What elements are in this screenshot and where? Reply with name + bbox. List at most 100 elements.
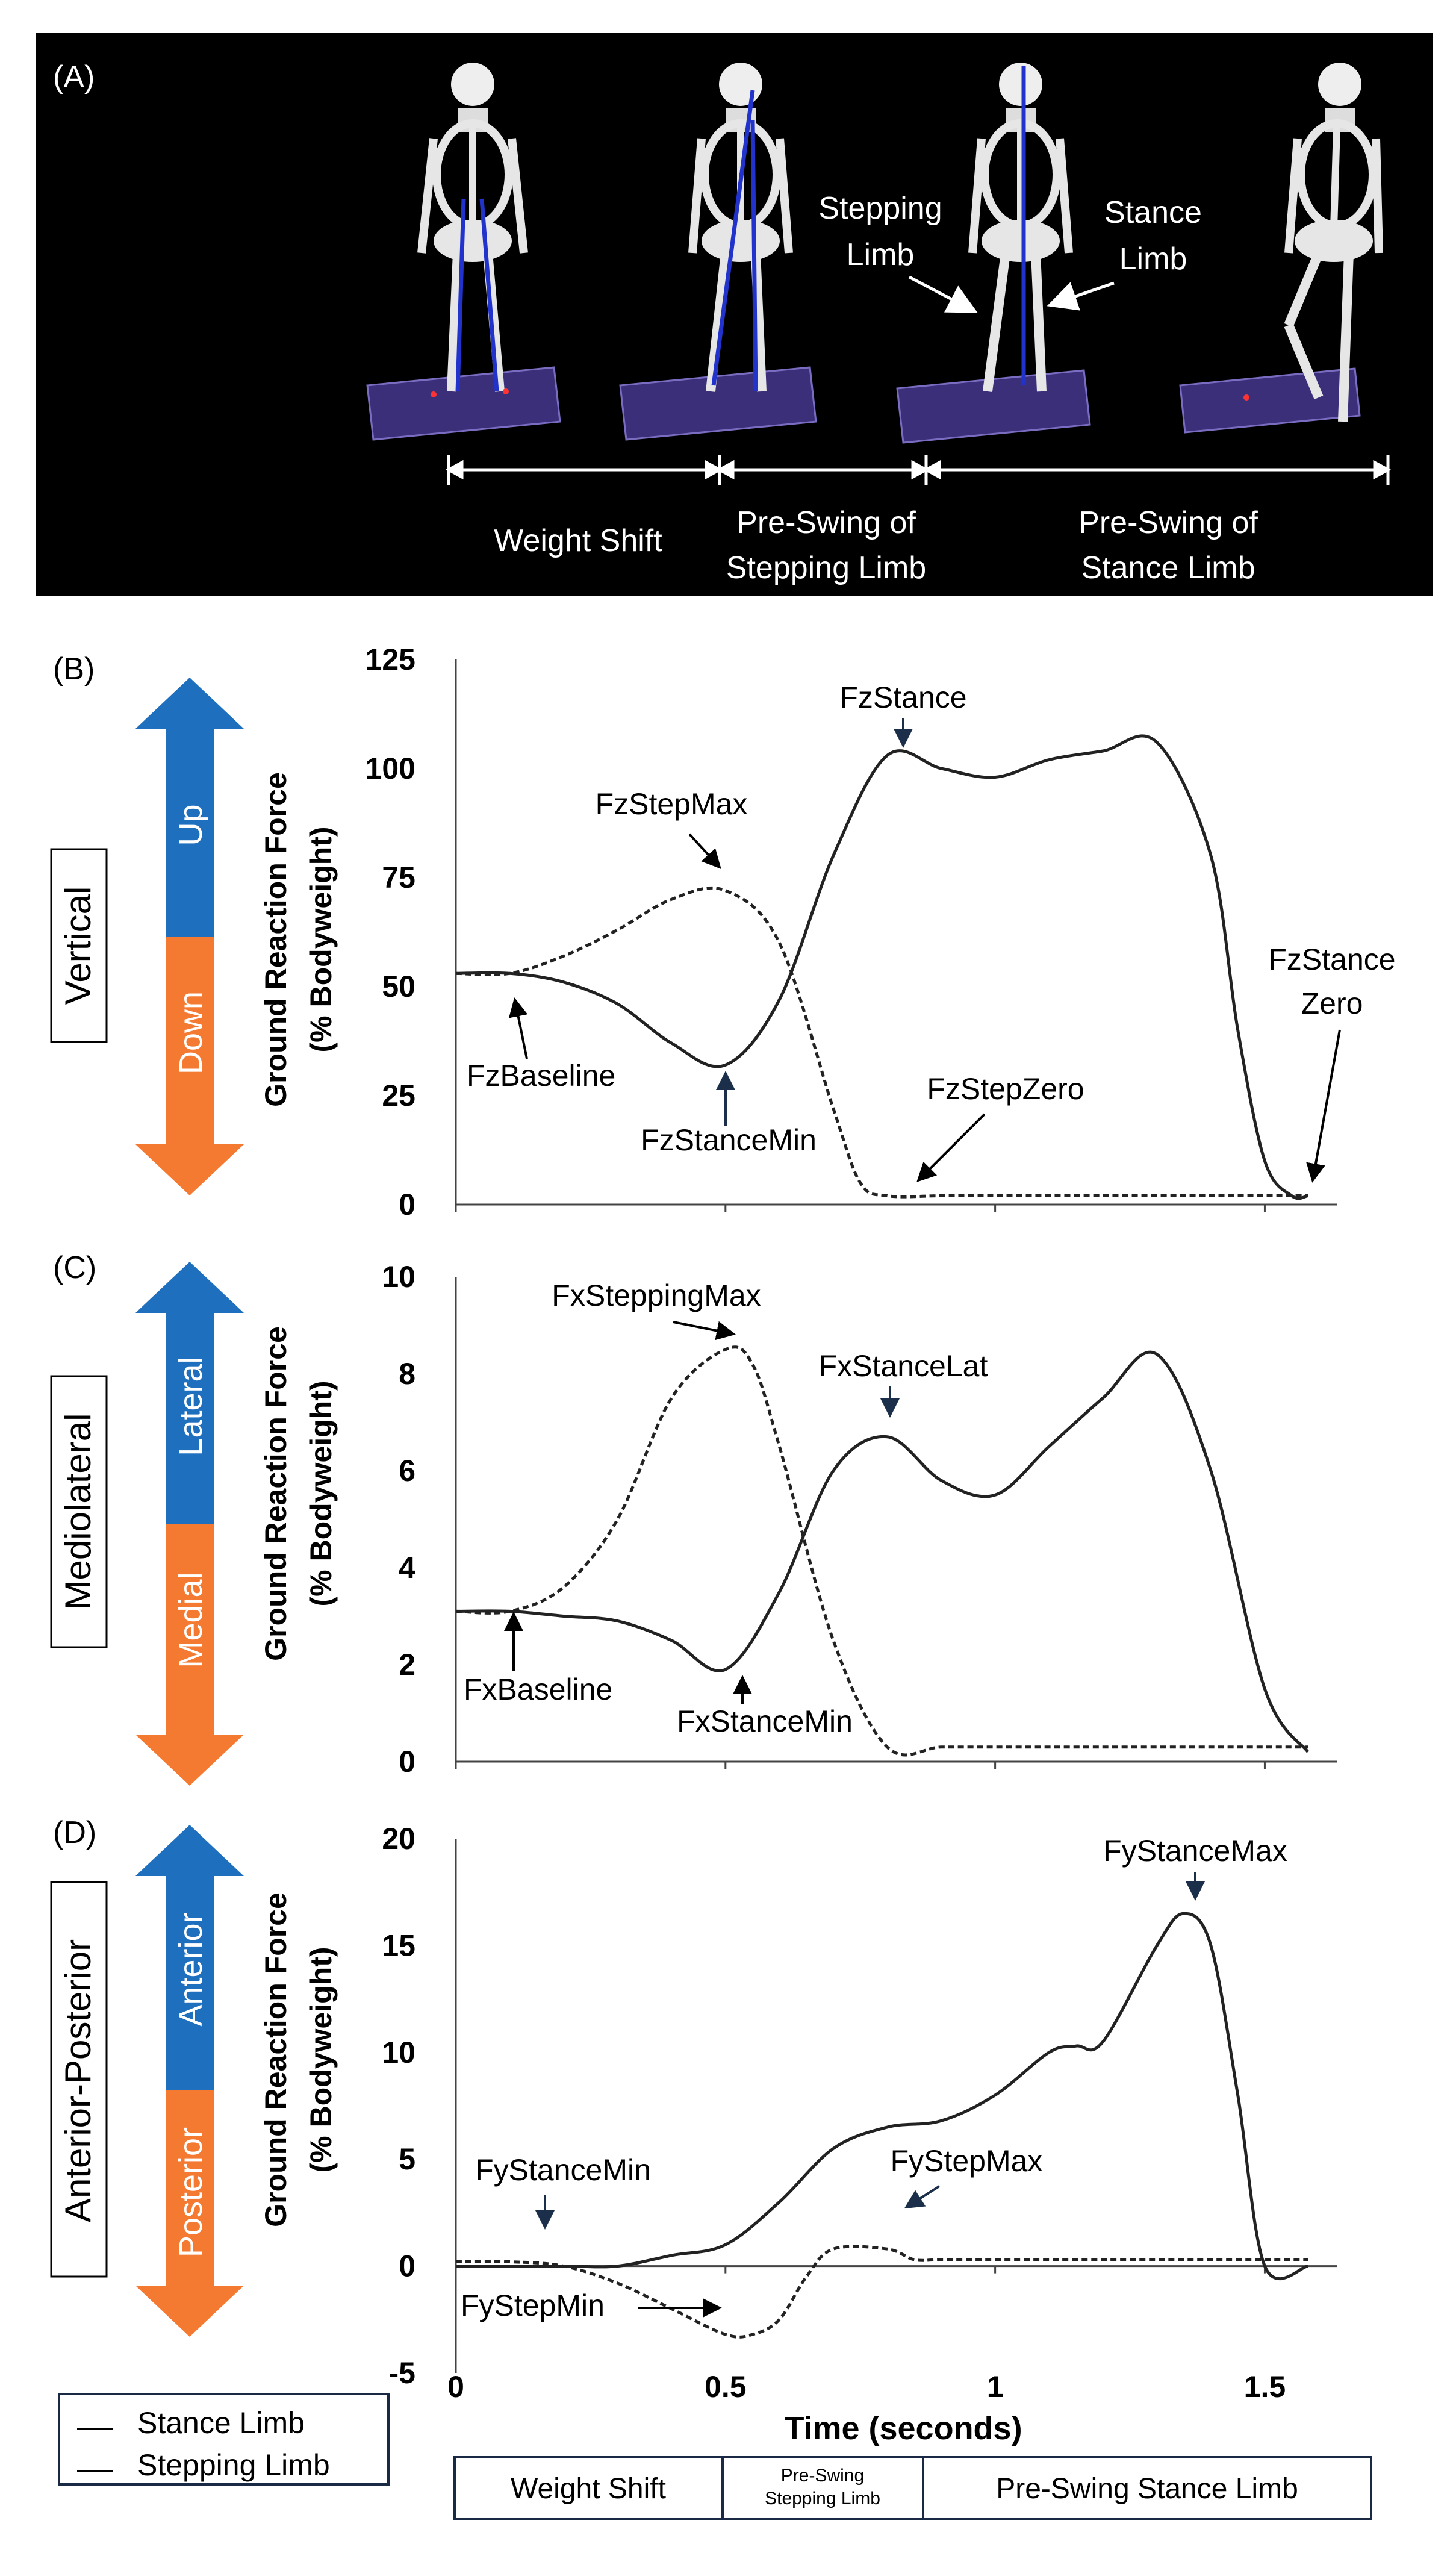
phase-pre-swing-stepping-2: Stepping Limb — [726, 550, 926, 585]
panel-b-label: (B) — [53, 652, 95, 687]
legend: Stance Limb Stepping Limb — [58, 2393, 390, 2486]
panel-d: (D) Anterior-Posterior Anterior Posterio… — [50, 1815, 1337, 2390]
annotation-fzstancezero-1: FzStance — [1268, 943, 1395, 976]
phase-bar-pre-swing-stance: Pre-Swing Stance Limb — [996, 2473, 1298, 2505]
panel-d-yticks: -5 0 5 10 15 20 — [382, 1822, 415, 2390]
annotation-fystancemax: FyStanceMax — [1103, 1834, 1287, 1868]
y-tick-label: 8 — [399, 1357, 415, 1391]
panel-c-plot — [455, 1277, 1337, 1763]
panel-b-ylabel-1: Ground Reaction Force — [259, 772, 293, 1107]
annotation-fzstance: FzStance — [839, 681, 966, 714]
y-tick-label: 50 — [382, 970, 415, 1003]
panel-a-label: (A) — [53, 60, 95, 95]
legend-box — [58, 2393, 390, 2486]
x-tick-label: 0.5 — [705, 2370, 747, 2404]
arrow-fzbaseline — [508, 997, 528, 1059]
panel-d-down-label: Posterior — [173, 2127, 209, 2257]
panel-b-up-arrow — [135, 678, 244, 937]
panel-d-ylabel-1: Ground Reaction Force — [259, 1892, 293, 2227]
callout-stepping-limb-1: Stepping — [818, 191, 942, 226]
arrow-fzstepzero — [916, 1113, 986, 1182]
y-tick-label: 5 — [399, 2142, 415, 2176]
stance-limb-line — [455, 1350, 1310, 1753]
panel-d-label: (D) — [53, 1815, 96, 1850]
panel-d-up-label: Anterior — [173, 1912, 209, 2026]
panel-c-direction-box — [50, 1375, 108, 1648]
annotation-fystepmax: FyStepMax — [891, 2144, 1043, 2178]
stepping-limb-line — [455, 2245, 1308, 2339]
panel-c-down-label: Medial — [173, 1572, 209, 1668]
panel-d-direction-box — [50, 1881, 108, 2278]
x-tick-label: 0 — [447, 2370, 464, 2404]
panel-c: (C) Mediolateral Lateral Medial Ground R… — [50, 1250, 1337, 1786]
callout-stance-limb-1: Stance — [1104, 195, 1202, 230]
y-tick-label: 0 — [399, 1188, 415, 1221]
panel-b-down-label: Down — [173, 991, 209, 1074]
phase-pre-swing-stance-2: Stance Limb — [1081, 550, 1255, 585]
panel-c-direction: Mediolateral — [58, 1414, 98, 1610]
y-tick-label: 10 — [382, 1260, 415, 1294]
y-tick-label: 125 — [366, 643, 415, 676]
annotation-fxstancelat: FxStanceLat — [819, 1349, 988, 1383]
panel-b-yticks: 0 25 50 75 100 125 — [366, 643, 415, 1221]
annotation-fzbaseline: FzBaseline — [467, 1059, 615, 1093]
panel-b-plot — [455, 659, 1337, 1206]
annotation-fystancemin: FyStanceMin — [475, 2153, 651, 2187]
phase-bar-pre-swing-1: Pre-Swing — [781, 2466, 864, 2486]
x-tick-labels: 0 0.5 1 1.5 — [447, 2370, 1286, 2404]
phase-dimension-line — [445, 455, 1392, 485]
panel-c-ylabel-1: Ground Reaction Force — [259, 1326, 293, 1661]
legend-stance-label: Stance Limb — [137, 2406, 305, 2440]
y-tick-label: 2 — [399, 1648, 415, 1682]
y-tick-label: 20 — [382, 1822, 415, 1856]
y-tick-label: -5 — [389, 2356, 415, 2390]
annotation-fzstancezero-2: Zero — [1301, 987, 1363, 1020]
skeleton-figure-3 — [896, 63, 1091, 444]
panel-b-xticks — [455, 1205, 1266, 1212]
stepping-limb-line — [455, 1345, 1308, 1757]
annotation-fxstancemin: FxStanceMin — [677, 1704, 853, 1738]
panel-d-up-arrow — [135, 1825, 244, 2090]
panel-a: (A) — [36, 33, 1433, 596]
phase-pre-swing-stance-1: Pre-Swing of — [1078, 505, 1258, 540]
panel-c-xticks — [455, 1762, 1266, 1769]
annotation-fzstancemin: FzStanceMin — [641, 1123, 817, 1157]
panel-d-direction: Anterior-Posterior — [58, 1939, 98, 2222]
skeleton-figure-2 — [619, 63, 817, 441]
panel-d-down-arrow — [135, 2090, 244, 2337]
panel-b-ylabel-2: (% Bodyweight) — [304, 827, 338, 1053]
phase-bar-weight-shift: Weight Shift — [511, 2473, 666, 2505]
y-tick-label: 6 — [399, 1454, 415, 1488]
phase-weight-shift: Weight Shift — [494, 523, 662, 558]
arrow-fystepmax — [904, 2185, 941, 2209]
legend-stepping-label: Stepping Limb — [137, 2448, 330, 2482]
phase-pre-swing-stepping-1: Pre-Swing of — [736, 505, 916, 540]
skeleton-figure-4 — [1179, 63, 1383, 434]
arrow-fzstancezero — [1306, 1029, 1341, 1183]
x-tick-label: 1.5 — [1244, 2370, 1286, 2404]
annotation-fxsteppingmax: FxSteppingMax — [552, 1279, 761, 1312]
y-tick-label: 25 — [382, 1079, 415, 1112]
panel-c-up-arrow — [135, 1262, 244, 1524]
y-tick-label: 75 — [382, 861, 415, 894]
y-tick-label: 15 — [382, 1928, 415, 1962]
annotation-fzstepzero: FzStepZero — [927, 1072, 1084, 1106]
y-tick-label: 0 — [399, 1745, 415, 1778]
panel-c-label: (C) — [53, 1250, 96, 1285]
y-tick-label: 10 — [382, 2036, 415, 2069]
panel-b-direction: Vertical — [58, 887, 98, 1005]
callout-stance-limb-2: Limb — [1119, 242, 1187, 276]
y-tick-label: 0 — [399, 2249, 415, 2283]
x-axis-label: Time (seconds) — [784, 2410, 1022, 2446]
skeleton-figure-1 — [366, 63, 561, 441]
annotation-fxbaseline: FxBaseline — [464, 1672, 612, 1706]
y-tick-label: 4 — [399, 1551, 415, 1585]
stepping-limb-line — [455, 886, 1308, 1199]
arrow-fxsteppingmax — [673, 1321, 736, 1341]
callout-stepping-limb-2: Limb — [847, 237, 915, 272]
panel-c-down-arrow — [135, 1524, 244, 1786]
panel-c-ylabel-2: (% Bodyweight) — [304, 1381, 338, 1607]
panel-b-down-arrow — [135, 937, 244, 1195]
phase-bar: Weight Shift Pre-Swing Stepping Limb Pre… — [453, 2456, 1372, 2520]
